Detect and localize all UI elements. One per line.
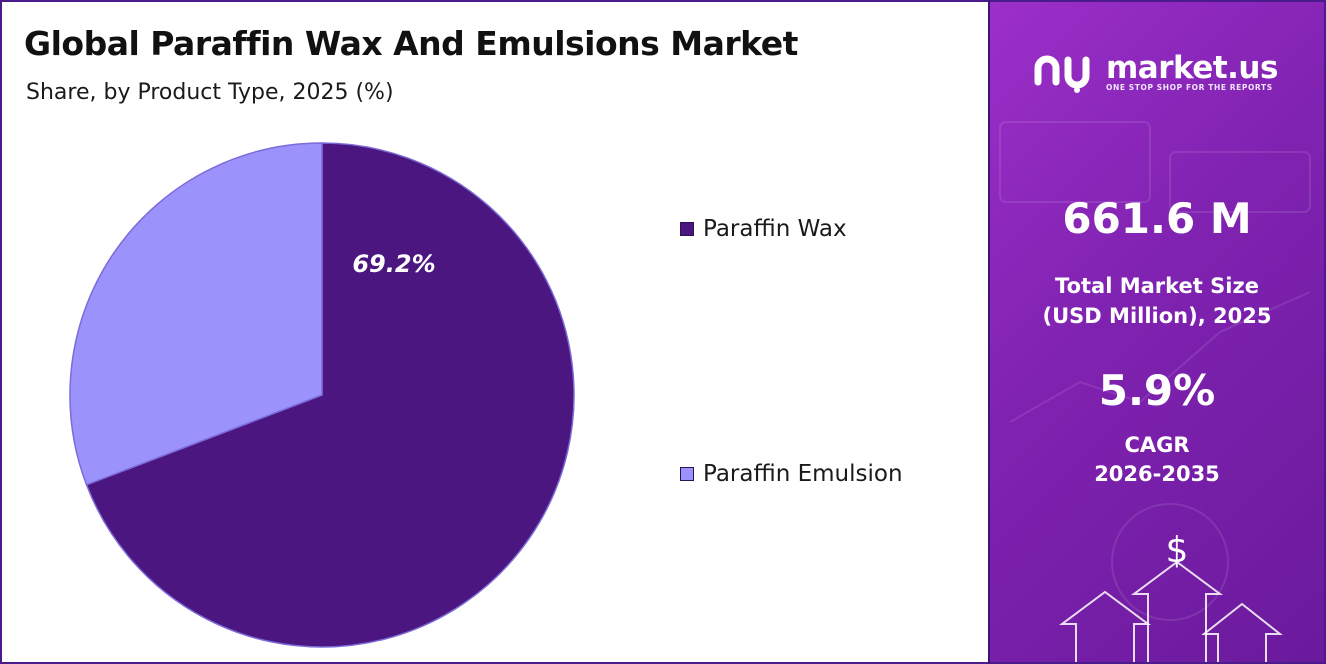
market-size-label-line1: Total Market Size bbox=[1055, 274, 1259, 298]
legend-item-paraffin-wax: Paraffin Wax bbox=[680, 216, 847, 242]
chart-panel: Global Paraffin Wax And Emulsions Market… bbox=[2, 2, 988, 662]
brand-tagline: ONE STOP SHOP FOR THE REPORTS bbox=[1106, 82, 1273, 92]
chart-subtitle: Share, by Product Type, 2025 (%) bbox=[26, 80, 394, 105]
pie-slice-paraffin-emulsion bbox=[69, 142, 323, 486]
cagr-value: 5.9% bbox=[1098, 366, 1216, 415]
legend-label: Paraffin Wax bbox=[703, 216, 847, 242]
legend-swatch bbox=[680, 467, 694, 481]
pie-chart: 69.2% bbox=[69, 142, 575, 648]
dollar-icon: $ bbox=[1165, 530, 1189, 571]
summary-panel: market.us ONE STOP SHOP FOR THE REPORTS … bbox=[990, 2, 1324, 662]
cagr-period: 2026-2035 bbox=[1094, 462, 1220, 486]
market-us-logo: market.us ONE STOP SHOP FOR THE REPORTS bbox=[1034, 50, 1278, 94]
legend-swatch bbox=[680, 222, 694, 236]
pie-slice-paraffin-wax bbox=[85, 142, 575, 648]
chart-title: Global Paraffin Wax And Emulsions Market bbox=[24, 24, 798, 63]
background-graphic bbox=[999, 121, 1311, 662]
market-size-value: 661.6 M bbox=[1062, 194, 1252, 243]
legend-label: Paraffin Emulsion bbox=[703, 461, 903, 487]
cagr-label: CAGR bbox=[1124, 433, 1190, 457]
legend-item-paraffin-emulsion: Paraffin Emulsion bbox=[680, 461, 903, 487]
market-size-label-line2: (USD Million), 2025 bbox=[1042, 304, 1272, 328]
brand-name: market.us bbox=[1106, 49, 1278, 86]
panel-divider bbox=[988, 0, 990, 664]
data-label-paraffin-wax: 69.2% bbox=[352, 250, 435, 278]
logo-icon bbox=[1034, 55, 1090, 93]
